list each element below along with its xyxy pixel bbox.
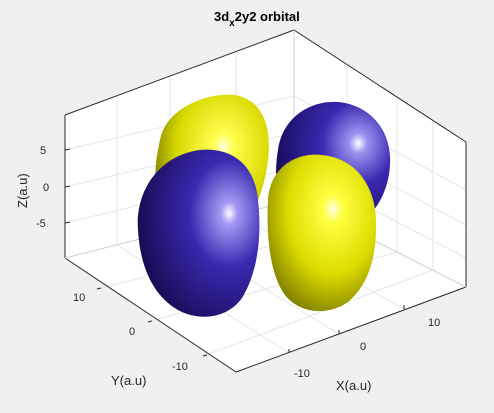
x-tick-neg10: -10: [294, 368, 310, 380]
y-tick-neg10: -10: [172, 361, 188, 373]
y-tick-marks: [96, 287, 208, 357]
x-tick-10: 10: [428, 317, 440, 329]
z-tick-5: 5: [40, 145, 46, 157]
x-axis-label: X(a.u): [336, 378, 371, 393]
x-tick-marks: [288, 305, 405, 353]
y-axis-label: Y(a.u): [111, 373, 146, 388]
orbital-lobes: [137, 94, 391, 317]
z-tick-neg5: -5: [36, 218, 46, 230]
y-tick-0: 0: [129, 326, 135, 338]
y-tick-10: 10: [73, 292, 85, 304]
lobe-front-left: [137, 149, 260, 317]
axes-box: [64, 29, 467, 373]
z-axis-label: Z(a.u): [15, 173, 30, 208]
plot-title: 3dx2y2 orbital: [214, 9, 300, 29]
lobe-front-right: [267, 154, 377, 312]
x-tick-0: 0: [360, 341, 366, 353]
z-tick-0: 0: [43, 182, 49, 194]
z-tick-marks: [64, 148, 71, 224]
